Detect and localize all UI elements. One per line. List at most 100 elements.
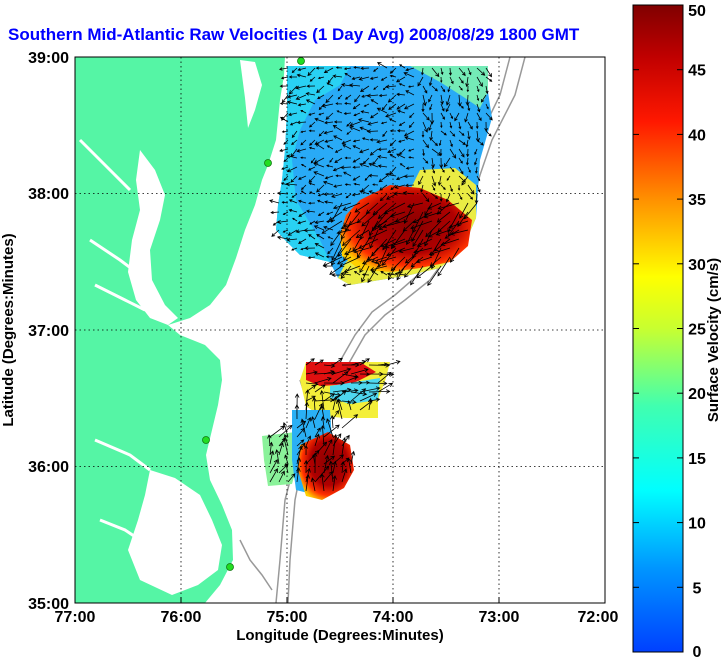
velocity-vector [405, 183, 415, 188]
velocity-vector [300, 156, 307, 159]
velocity-vector [291, 247, 298, 251]
velocity-vector [341, 220, 352, 240]
velocity-vector [403, 72, 415, 78]
velocity-vector [435, 229, 451, 236]
velocity-vector [388, 265, 397, 281]
velocity-vector [476, 184, 481, 193]
velocity-vector [341, 414, 359, 429]
velocity-vector [360, 66, 370, 71]
velocity-vector [282, 422, 289, 438]
velocity-vector [283, 157, 289, 162]
velocity-vector [285, 182, 298, 187]
velocity-vector [440, 130, 447, 136]
velocity-vector [335, 399, 343, 420]
velocity-vector [292, 217, 298, 222]
velocity-vector [308, 166, 316, 171]
velocity-vector [454, 112, 460, 122]
velocity-vector [340, 165, 352, 170]
x-tick-label: 72:00 [578, 609, 619, 626]
velocity-vector [422, 85, 428, 94]
velocity-vector [402, 220, 415, 232]
velocity-vector [396, 265, 406, 281]
velocity-vector [352, 165, 361, 169]
velocity-vector [367, 397, 373, 411]
velocity-vector [476, 94, 480, 102]
velocity-vector [307, 256, 316, 260]
velocity-vector [282, 229, 289, 233]
velocity-vector [288, 75, 297, 79]
velocity-vector [350, 388, 367, 402]
velocity-vector [467, 184, 475, 195]
velocity-vector [396, 92, 406, 97]
velocity-vector [331, 238, 343, 261]
velocity-vector [408, 156, 415, 159]
velocity-vector [376, 62, 388, 69]
velocity-vector [369, 229, 379, 249]
velocity-vector [318, 130, 325, 137]
river-5 [99, 518, 141, 542]
velocity-vector [343, 171, 352, 177]
velocity-vector [359, 380, 371, 385]
velocity-vector [395, 76, 406, 83]
velocity-vector [372, 157, 379, 166]
velocity-vector [465, 76, 470, 88]
velocity-vector [308, 234, 316, 240]
velocity-vector [323, 439, 333, 456]
velocity-vector [485, 112, 493, 121]
velocity-vector [340, 220, 361, 230]
colorbar-tick-marks [633, 4, 683, 653]
velocity-vector [398, 247, 415, 254]
velocity-vector [437, 175, 442, 186]
velocity-vector [371, 256, 388, 263]
velocity-vector [320, 473, 325, 492]
velocity-vector [323, 424, 340, 438]
velocity-vector [286, 154, 298, 159]
velocity-vector [422, 94, 427, 107]
velocity-vector [367, 229, 388, 240]
velocity-vector [296, 148, 307, 153]
velocity-vector [353, 182, 361, 186]
velocity-vector [323, 363, 336, 368]
velocity-vector [307, 67, 316, 77]
velocity-field-north-cyan [276, 66, 350, 262]
velocity-vector [344, 102, 352, 105]
velocity-vector [281, 130, 289, 133]
velocity-vector [329, 265, 343, 275]
velocity-vector [344, 247, 361, 256]
velocity-vector [269, 468, 278, 483]
velocity-vector [354, 94, 361, 103]
velocity-vector [467, 121, 473, 130]
velocity-vector [294, 404, 300, 420]
velocity-vector [296, 420, 307, 429]
velocity-vector [323, 130, 334, 135]
velocity-vector [349, 121, 361, 127]
velocity-vector [445, 103, 451, 113]
velocity-vector [396, 129, 406, 133]
velocity-vector [315, 143, 325, 150]
velocity-vector [358, 76, 370, 81]
velocity-vector [297, 238, 307, 244]
velocity-vector [380, 121, 388, 125]
velocity-vector [422, 193, 430, 203]
velocity-vector [440, 238, 460, 246]
velocity-vector [333, 184, 343, 188]
velocity-vector [318, 112, 325, 116]
velocity-vector [425, 220, 442, 238]
velocity-vector [278, 470, 285, 483]
velocity-vector [326, 145, 334, 150]
velocity-vector [424, 229, 433, 247]
velocity-vector [448, 220, 469, 229]
velocity-vector [380, 238, 397, 247]
velocity-vector [362, 157, 370, 165]
velocity-vector [408, 121, 415, 129]
velocity-vector [341, 468, 348, 483]
velocity-vector [385, 84, 397, 89]
velocity-vector [416, 265, 433, 279]
velocity-vector [326, 220, 334, 223]
velocity-vector [303, 459, 309, 474]
velocity-vector [409, 112, 415, 119]
velocity-vector [359, 256, 370, 274]
velocity-vector [336, 256, 352, 265]
velocity-vector [333, 135, 343, 141]
velocity-vector [322, 264, 334, 268]
